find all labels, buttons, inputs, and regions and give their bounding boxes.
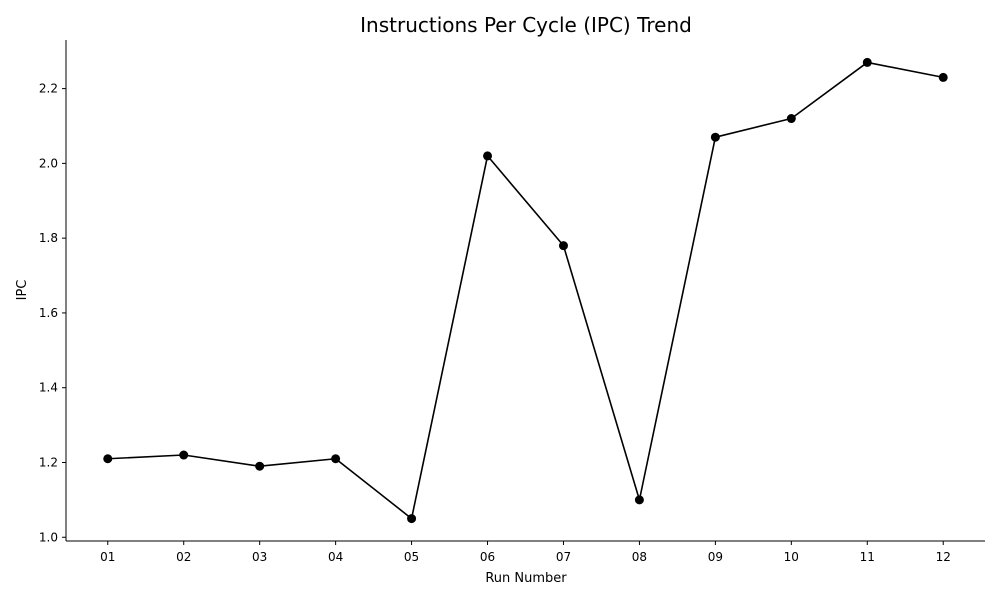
data-point [331, 454, 341, 464]
y-tick-label: 2.0 [39, 156, 58, 170]
data-point [255, 461, 265, 471]
data-point [103, 454, 113, 464]
x-tick-label: 11 [860, 550, 875, 564]
series-line [107, 61, 944, 520]
x-tick-label: 06 [480, 550, 495, 564]
x-tick-label: 08 [632, 550, 647, 564]
x-tick-label: 05 [404, 550, 419, 564]
y-tick-label: 1.4 [39, 381, 58, 395]
x-axis-ticks: 01 02 03 04 05 06 07 08 09 10 11 12 [100, 541, 951, 564]
y-tick-label: 1.6 [39, 306, 58, 320]
data-point [558, 241, 568, 251]
data-point [710, 132, 720, 142]
x-tick-label: 10 [784, 550, 799, 564]
x-tick-label: 02 [176, 550, 191, 564]
y-tick-label: 1.0 [39, 530, 58, 544]
y-axis-ticks: 1.0 1.2 1.4 1.6 1.8 2.0 2.2 [39, 82, 66, 544]
series-layer [103, 57, 948, 524]
data-point [786, 114, 796, 124]
x-tick-label: 04 [328, 550, 343, 564]
x-tick-label: 03 [252, 550, 267, 564]
data-point [407, 514, 417, 524]
y-tick-label: 2.2 [39, 82, 58, 96]
data-point [634, 495, 644, 505]
x-tick-label: 12 [936, 550, 951, 564]
y-axis-title: IPC [15, 280, 30, 301]
axes [65, 40, 985, 542]
x-tick-label: 09 [708, 550, 723, 564]
x-tick-label: 01 [100, 550, 115, 564]
data-point [862, 57, 872, 67]
x-axis-title: Run Number [485, 571, 567, 586]
y-tick-label: 1.2 [39, 455, 58, 469]
data-point [179, 450, 189, 460]
y-tick-label: 1.8 [39, 231, 58, 245]
data-point [483, 151, 493, 161]
chart-title: Instructions Per Cycle (IPC) Trend [360, 13, 692, 37]
data-point [938, 72, 948, 82]
x-tick-label: 07 [556, 550, 571, 564]
